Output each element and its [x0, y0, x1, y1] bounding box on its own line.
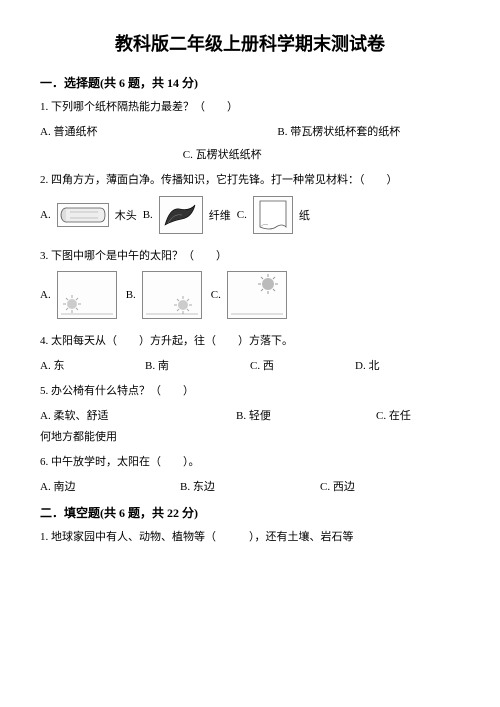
q2-a-label: A.	[40, 209, 51, 221]
q5-opt-c: C. 在任	[376, 407, 460, 423]
q6-opt-c: C. 西边	[320, 478, 460, 494]
q5-text: 5. 办公椅有什么特点？（ ）	[40, 383, 460, 401]
q2-options: A. 木头 B. 纤维 C.	[40, 196, 460, 234]
q6-opt-b: B. 东边	[180, 478, 320, 494]
q3-opt-c: C.	[211, 271, 290, 319]
q1-options-row1: A. 普通纸杯 B. 带瓦楞状纸杯套的纸杯	[40, 123, 460, 139]
q5-opt-b: B. 轻便	[236, 407, 376, 423]
wood-icon	[57, 203, 109, 227]
q2-opt-a: A. 木头	[40, 203, 137, 227]
q4-opt-b: B. 南	[145, 357, 250, 373]
q4-opt-c: C. 西	[250, 357, 355, 373]
q3-b-label: B.	[126, 289, 136, 301]
q4-text: 4. 太阳每天从（ ）方升起，往（ ）方落下。	[40, 333, 460, 351]
q1-opt-b: B. 带瓦楞状纸杯套的纸杯	[277, 123, 460, 139]
q2-c-text: 纸	[299, 207, 310, 223]
exam-page: 教科版二年级上册科学期末测试卷 一．选择题(共 6 题，共 14 分) 1. 下…	[0, 0, 500, 572]
q4-opt-d: D. 北	[355, 357, 460, 373]
q6-opt-a: A. 南边	[40, 478, 180, 494]
q2-opt-b: B. 纤维	[143, 196, 231, 234]
q2-b-text: 纤维	[209, 207, 231, 223]
section2-header: 二．填空题(共 6 题，共 22 分)	[40, 504, 460, 521]
fiber-icon	[159, 196, 203, 234]
q4-opt-a: A. 东	[40, 357, 145, 373]
q4-options: A. 东 B. 南 C. 西 D. 北	[40, 357, 460, 373]
q1-opt-c-row: C. 瓦楞状纸纸杯	[40, 147, 460, 165]
q1-text: 1. 下列哪个纸杯隔热能力最差？（ ）	[40, 99, 460, 117]
q5-opt-c-cont: 何地方都能使用	[40, 429, 460, 447]
q3-options: A. B.	[40, 271, 460, 319]
q3-opt-a: A.	[40, 271, 120, 319]
q2-text: 2. 四角方方，薄面白净。传播知识，它打先锋。打一种常见材料：（ ）	[40, 172, 460, 190]
q2-b-label: B.	[143, 209, 153, 221]
page-title: 教科版二年级上册科学期末测试卷	[40, 30, 460, 56]
section1-header: 一．选择题(共 6 题，共 14 分)	[40, 74, 460, 91]
q6-options: A. 南边 B. 东边 C. 西边	[40, 478, 460, 494]
paper-icon	[253, 196, 293, 234]
sun-low-left-icon	[57, 271, 117, 319]
q2-c-label: C.	[237, 209, 247, 221]
q3-text: 3. 下图中哪个是中午的太阳？（ ）	[40, 248, 460, 266]
q5-options: A. 柔软、舒适 B. 轻便 C. 在任	[40, 407, 460, 423]
s2-q1-text: 1. 地球家园中有人、动物、植物等（ ），还有土壤、岩石等	[40, 529, 460, 547]
q3-opt-b: B.	[126, 271, 205, 319]
q2-opt-c: C. 纸	[237, 196, 310, 234]
sun-low-right-icon	[142, 271, 202, 319]
q1-opt-c: C. 瓦楞状纸纸杯	[183, 149, 262, 161]
sun-high-icon	[227, 271, 287, 319]
q2-a-text: 木头	[115, 207, 137, 223]
q3-a-label: A.	[40, 289, 51, 301]
q3-c-label: C.	[211, 289, 221, 301]
q1-opt-a: A. 普通纸杯	[40, 123, 277, 139]
q6-text: 6. 中午放学时，太阳在（ ）。	[40, 454, 460, 472]
q5-opt-a: A. 柔软、舒适	[40, 407, 236, 423]
